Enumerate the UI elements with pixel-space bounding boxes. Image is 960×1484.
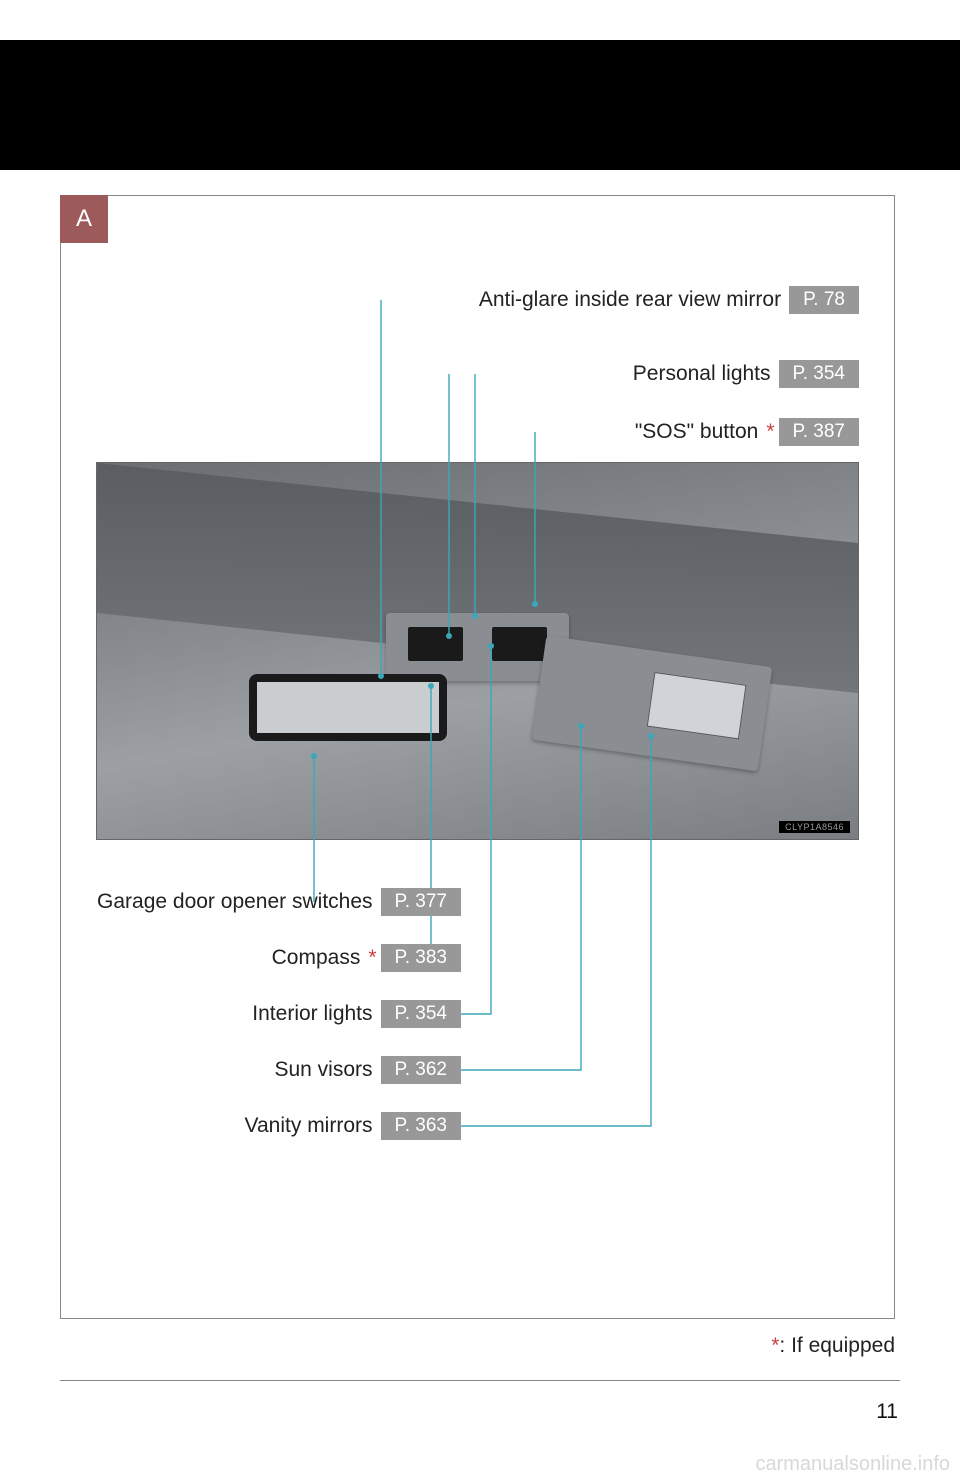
asterisk-icon: * <box>368 946 376 970</box>
callout-label: "SOS" button <box>635 420 758 444</box>
callout-label: Garage door opener switches <box>97 890 373 914</box>
callout-interior-lights: Interior lights P. 354 <box>244 1000 461 1028</box>
footnote-text: : If equipped <box>779 1334 895 1357</box>
callout-compass: Compass * P. 383 <box>264 944 461 972</box>
callout-mirror: Anti-glare inside rear view mirror P. 78 <box>471 286 859 314</box>
callout-personal-lights: Personal lights P. 354 <box>625 360 859 388</box>
page-number: 11 <box>876 1400 898 1424</box>
callout-label: Sun visors <box>274 1058 372 1082</box>
header-band <box>0 40 960 170</box>
callout-label: Anti-glare inside rear view mirror <box>479 288 781 312</box>
page-ref: P. 377 <box>381 888 461 916</box>
page-ref: P. 354 <box>779 360 859 388</box>
callout-vanity-mirrors: Vanity mirrors P. 363 <box>237 1112 461 1140</box>
callout-label: Vanity mirrors <box>245 1114 373 1138</box>
callout-garage-opener: Garage door opener switches P. 377 <box>89 888 461 916</box>
page-ref: P. 354 <box>381 1000 461 1028</box>
callout-label: Personal lights <box>633 362 771 386</box>
page-ref: P. 383 <box>381 944 461 972</box>
callout-label: Interior lights <box>252 1002 372 1026</box>
photo-id-tag: CLYP1A8546 <box>779 821 850 833</box>
content-frame: A Anti-glare inside rear view mirror P. … <box>60 195 895 1319</box>
page-ref: P. 78 <box>789 286 859 314</box>
overhead-console-photo: CLYP1A8546 <box>96 462 859 840</box>
footnote: *: If equipped <box>771 1334 895 1358</box>
section-tab: A <box>60 195 108 243</box>
callout-sun-visors: Sun visors P. 362 <box>266 1056 461 1084</box>
callout-label: Compass <box>272 946 361 970</box>
watermark: carmanualsonline.info <box>755 1453 950 1476</box>
page-ref: P. 362 <box>381 1056 461 1084</box>
page-ref: P. 363 <box>381 1112 461 1140</box>
callout-sos: "SOS" button * P. 387 <box>627 418 859 446</box>
page-ref: P. 387 <box>779 418 859 446</box>
asterisk-icon: * <box>766 420 774 444</box>
footer-rule <box>60 1380 900 1381</box>
